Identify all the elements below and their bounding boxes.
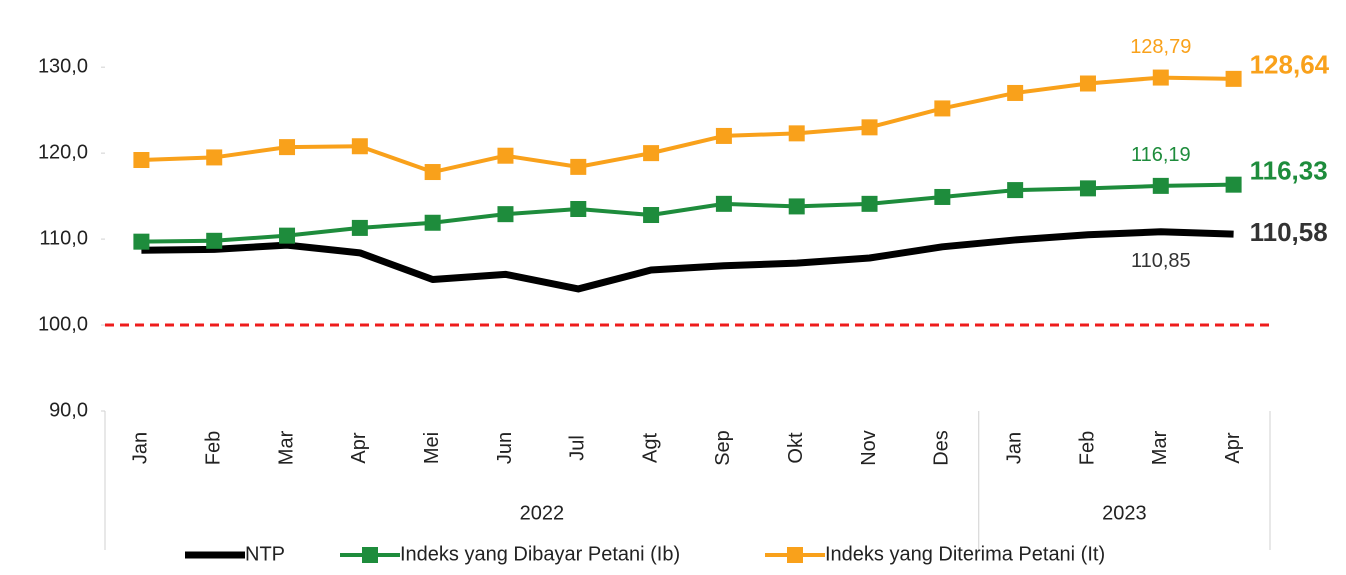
y-tick-label: 100,0: [38, 313, 88, 335]
marker: [570, 158, 587, 175]
marker: [934, 188, 951, 205]
y-tick-label: 120,0: [38, 141, 88, 163]
marker: [715, 195, 732, 212]
x-tick-label: Mar: [1149, 430, 1171, 465]
marker: [206, 149, 223, 166]
x-tick-label: Nov: [858, 430, 880, 466]
x-tick-label: Mei: [421, 432, 443, 464]
marker: [861, 195, 878, 212]
marker: [351, 219, 368, 236]
marker: [643, 207, 660, 224]
x-tick-label: Jul: [567, 435, 589, 461]
marker: [497, 147, 514, 164]
marker: [1152, 69, 1169, 86]
y-tick-label: 110,0: [39, 227, 88, 249]
x-tick-label: Okt: [785, 432, 807, 464]
legend-label: Indeks yang Dibayar Petani (Ib): [400, 543, 680, 565]
marker: [1225, 176, 1242, 193]
data-label: 128,79: [1130, 36, 1191, 58]
marker: [1225, 70, 1242, 87]
data-label: 116,33: [1250, 156, 1328, 186]
marker: [424, 214, 441, 231]
marker: [279, 227, 296, 244]
x-tick-label: Mar: [275, 430, 297, 465]
marker: [1079, 75, 1096, 92]
marker: [570, 201, 587, 217]
x-tick-label: Agt: [639, 433, 661, 463]
group-label: 2022: [520, 502, 565, 524]
legend-label: Indeks yang Diterima Petani (It): [825, 543, 1105, 565]
x-tick-label: Jan: [1003, 432, 1025, 464]
marker: [788, 198, 805, 215]
data-label: 128,64: [1250, 50, 1330, 80]
marker: [133, 152, 150, 169]
x-tick-label: Sep: [712, 430, 734, 466]
marker: [1007, 182, 1024, 199]
marker: [497, 206, 514, 223]
x-tick-label: Jun: [494, 432, 516, 464]
data-label: 110,58: [1250, 217, 1328, 247]
marker: [424, 164, 441, 181]
legend-label: NTP: [245, 543, 285, 565]
legend-marker: [787, 547, 803, 563]
legend-marker: [362, 547, 378, 563]
x-tick-label: Des: [931, 430, 953, 466]
data-label: 110,85: [1131, 250, 1191, 272]
y-tick-label: 90,0: [49, 399, 88, 421]
y-tick-label: 130,0: [38, 55, 88, 77]
x-tick-label: Feb: [1076, 431, 1098, 465]
marker: [1079, 180, 1096, 197]
marker: [715, 127, 732, 144]
series-line: [141, 228, 1234, 293]
data-label: 116,19: [1131, 144, 1191, 166]
marker: [861, 119, 878, 136]
x-tick-label: Apr: [348, 432, 370, 463]
marker: [279, 139, 296, 156]
group-label: 2023: [1102, 502, 1147, 524]
marker: [788, 125, 805, 142]
marker: [1007, 84, 1024, 101]
marker: [643, 145, 660, 162]
marker: [934, 100, 951, 117]
marker: [1152, 177, 1169, 194]
series-line: [141, 75, 1234, 175]
x-tick-label: Jan: [130, 432, 152, 464]
x-tick-label: Apr: [1222, 432, 1244, 463]
marker: [206, 232, 223, 249]
x-tick-label: Feb: [203, 431, 225, 465]
series-line: [141, 182, 1234, 244]
marker: [133, 233, 150, 250]
marker: [351, 138, 368, 155]
